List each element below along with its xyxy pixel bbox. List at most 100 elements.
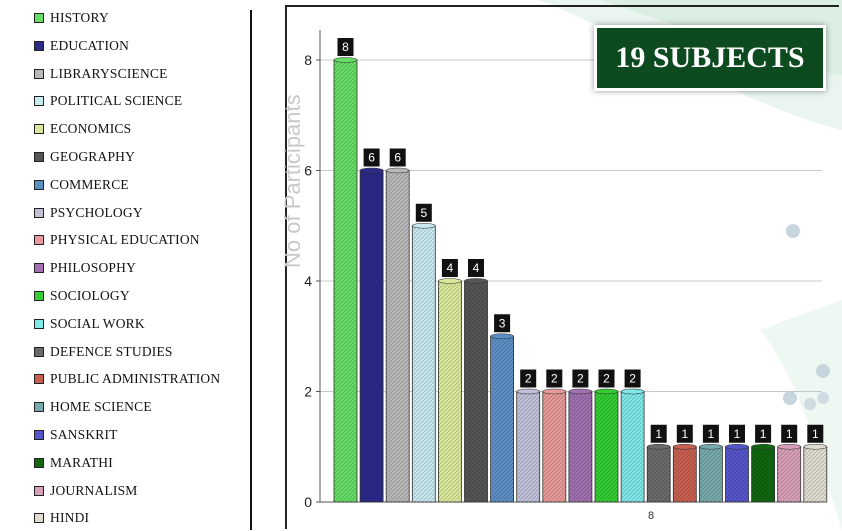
bar-texture [751,446,775,502]
bar-texture [803,446,827,502]
data-label: 2 [525,372,532,386]
bar-cap [751,443,775,450]
data-label-box [676,424,693,443]
legend-item: PHILOSOPHY [34,258,136,278]
data-label-box [337,38,354,56]
legend-label: SOCIAL WORK [50,315,145,331]
data-labels: 8 6 6 5 4 4 3 2 2 2 2 2 1 1 1 1 1 1 1 [337,38,824,443]
data-label: 2 [629,372,636,386]
data-label-box [572,369,589,388]
bar-texture [516,391,540,502]
legend-label: COMMERCE [50,176,129,192]
data-label: 4 [473,261,480,275]
legend-item: MARATHI [34,453,113,473]
data-label: 2 [577,372,584,386]
legend-swatch [34,374,44,385]
legend-label: PSYCHOLOGY [50,204,143,220]
bar-texture [568,391,592,502]
data-label-box [598,369,615,388]
legend-swatch [34,68,44,79]
legend-item: HOME SCIENCE [34,397,152,417]
data-label: 5 [420,206,427,220]
bar-texture [542,391,566,502]
bar-texture [386,170,410,502]
legend-label: PUBLIC ADMINISTRATION [50,371,221,387]
legend-label: EDUCATION [50,37,130,53]
legend-item: HINDI [34,508,89,528]
bar-texture [438,281,462,502]
bar-texture [621,391,645,502]
data-label: 6 [368,151,375,165]
legend-label: PHILOSOPHY [50,260,137,276]
legend-swatch [34,485,44,496]
legend-item: LIBRARYSCIENCE [34,64,168,84]
data-label: 3 [499,316,506,330]
bar-texture [699,446,723,502]
data-label: 1 [786,427,793,441]
bar-texture [360,170,384,502]
legend-swatch [34,263,44,274]
legend-swatch [34,513,44,524]
data-label: 1 [681,427,688,441]
bar-cap [803,443,828,450]
legend-swatch [34,152,44,162]
legend-swatch [34,207,44,218]
data-label: 2 [603,372,610,386]
legend-item: HISTORY [34,8,109,28]
data-label: 1 [734,427,741,441]
bar-texture [334,60,357,502]
legend-label: SANSKRIT [50,427,118,442]
data-label-box [546,369,563,388]
bar-texture [647,446,671,502]
data-label-box [702,424,719,443]
y-tick-label: 6 [304,163,312,179]
legend-item: JOURNALISM [34,481,138,501]
legend-item: EDUCATION [34,36,129,56]
bar-cap [672,443,697,450]
data-label-box [624,369,641,388]
legend-label: POLITICAL SCIENCE [50,93,183,109]
legend-label: HOME SCIENCE [50,399,152,415]
data-label-box [389,148,406,167]
bar-cap [542,388,567,395]
bar-cap [646,443,671,450]
bar-cap [699,443,723,450]
legend-label: JOURNALISM [50,482,138,498]
bar-cap [568,388,593,395]
data-label-box [363,148,380,167]
data-label: 1 [708,427,715,441]
legend-swatch [34,40,44,51]
legend-item: DEFENCE STUDIES [34,342,173,362]
legend-item: COMMERCE [34,175,129,195]
bar-cap [725,443,749,450]
legend-item: SOCIAL WORK [34,314,145,334]
legend-swatch [34,318,44,329]
data-label-box [729,424,745,443]
data-label: 1 [760,427,767,441]
data-label-box [520,369,537,388]
legend-swatch [34,457,44,468]
bar-cap [359,167,384,174]
subjects-count-badge: 19 SUBJECTS [594,25,826,91]
data-label: 4 [447,261,454,275]
data-label: 2 [551,372,558,386]
legend-swatch [34,96,44,107]
data-label: 1 [812,427,819,441]
bar-cap [385,167,410,174]
legend-label: HISTORY [50,10,109,25]
plot-frame [285,5,839,529]
legend-item: GEOGRAPHY [34,147,135,167]
legend-swatch [34,346,44,357]
legend-item: PUBLIC ADMINISTRATION [34,369,220,389]
y-tick-label: 0 [304,494,312,510]
legend-swatch [34,179,44,190]
legend-item: PHYSICAL EDUCATION [34,230,200,250]
data-label: 1 [655,427,662,441]
x-tick-label: 8 [648,510,654,522]
data-label-box [468,259,484,277]
legend-swatch [34,124,44,135]
legend-item: PSYCHOLOGY [34,203,143,223]
bar-cap [516,388,541,395]
bar-texture [673,446,697,502]
legend-item: SOCIOLOGY [34,286,130,306]
